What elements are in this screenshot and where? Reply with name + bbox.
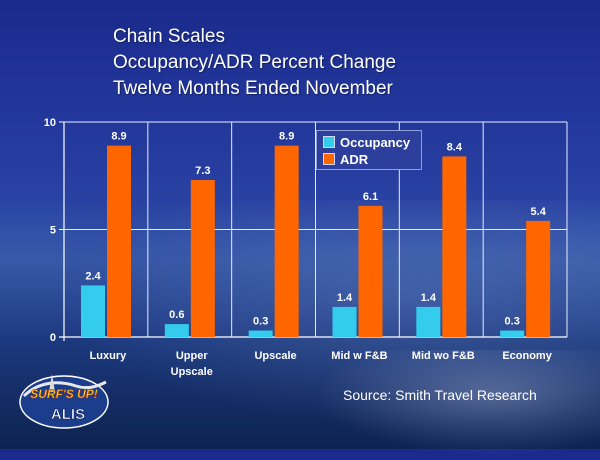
legend-label-adr: ADR: [340, 151, 369, 167]
bar-occupancy-0: [81, 285, 105, 337]
legend-item-adr: ADR: [323, 151, 368, 167]
value-label-occupancy-5: 0.3: [505, 316, 520, 328]
chart-legend: Occupancy ADR: [316, 130, 422, 170]
value-label-occupancy-3: 1.4: [337, 292, 353, 304]
value-label-occupancy-1: 0.6: [169, 309, 184, 321]
y-tick-label-10: 10: [44, 117, 56, 129]
bar-adr-5: [526, 220, 551, 337]
chart-title-line-2: Occupancy/ADR Percent Change: [113, 52, 397, 73]
value-label-adr-5: 5.4: [531, 206, 547, 218]
source-caption: Source: Smith Travel Research: [343, 387, 537, 403]
bar-occupancy-5: [500, 330, 525, 337]
category-label-0: Luxury: [90, 350, 128, 362]
category-label-5: Economy: [502, 350, 552, 362]
category-label-4: Mid wo F&B: [412, 350, 475, 362]
bar-adr-4: [442, 156, 467, 337]
chart-title-line-1: Chain Scales: [113, 26, 225, 47]
shore-background: [300, 350, 600, 460]
legend-label-occupancy: Occupancy: [340, 134, 411, 150]
value-label-adr-4: 8.4: [447, 141, 463, 153]
logo-text-top: SURF'S UP!: [30, 387, 98, 401]
value-label-adr-2: 8.9: [279, 131, 294, 143]
bar-adr-2: [274, 145, 299, 337]
category-label-1-line-1: Upscale: [171, 366, 213, 378]
bar-adr-3: [358, 205, 383, 337]
value-label-adr-1: 7.3: [195, 165, 210, 177]
y-tick-label-5: 5: [50, 225, 56, 237]
bar-adr-1: [190, 180, 215, 337]
bar-occupancy-2: [248, 330, 273, 337]
legend-item-occupancy: Occupancy: [323, 134, 410, 150]
value-label-occupancy-4: 1.4: [421, 292, 437, 304]
category-label-2: Upscale: [254, 350, 296, 362]
category-label-1-line-0: Upper: [176, 350, 209, 362]
bar-occupancy-3: [332, 306, 357, 337]
bar-chart: 0 5 10 2.4 8.9 Luxury 0.6 7.3 Upper Upscale 0.3 8.9…: [44, 117, 568, 378]
value-label-occupancy-2: 0.3: [253, 316, 268, 328]
y-tick-label-0: 0: [50, 332, 56, 344]
surfs-up-alis-logo: SURF'S UP! ALIS: [19, 374, 109, 429]
value-label-occupancy-0: 2.4: [85, 270, 101, 282]
logo-text-bottom: ALIS: [51, 406, 85, 423]
value-label-adr-3: 6.1: [363, 191, 378, 203]
chart-title-line-3: Twelve Months Ended November: [113, 78, 393, 99]
bar-adr-0: [107, 145, 131, 337]
legend-swatch-adr: [323, 153, 335, 165]
value-label-adr-0: 8.9: [111, 131, 126, 143]
bar-occupancy-4: [416, 306, 441, 337]
category-label-3: Mid w F&B: [331, 350, 387, 362]
legend-swatch-occupancy: [323, 136, 335, 148]
bar-occupancy-1: [164, 324, 189, 337]
